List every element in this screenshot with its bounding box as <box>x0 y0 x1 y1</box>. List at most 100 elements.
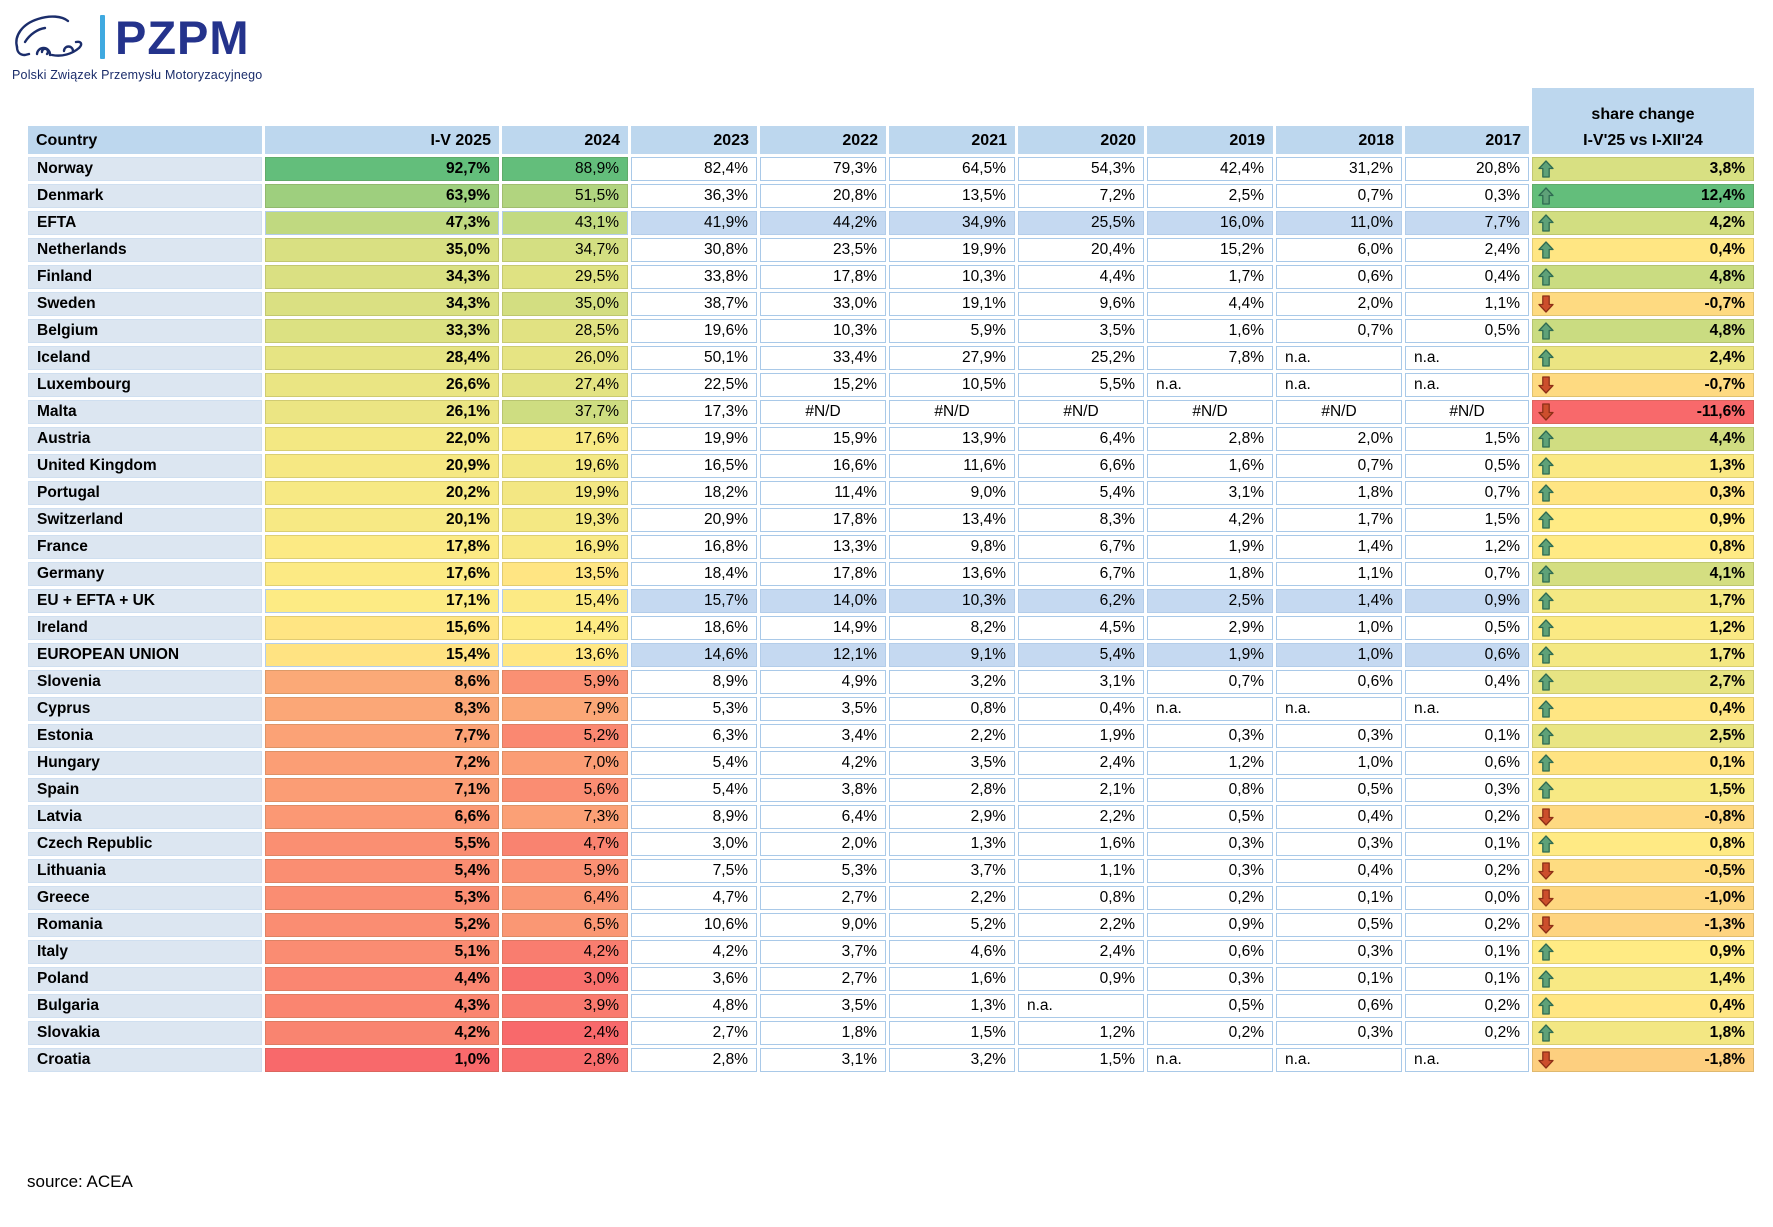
share-change-value: 4,1% <box>1709 565 1745 582</box>
share-change-cell: 0,8% <box>1532 535 1754 559</box>
value-cell: 13,5% <box>889 184 1015 208</box>
value-cell: 6,7% <box>1018 535 1144 559</box>
value-cell-iv-2025: 20,2% <box>265 481 499 505</box>
value-cell: 9,8% <box>889 535 1015 559</box>
country-cell: Ireland <box>28 616 262 640</box>
value-cell-2024: 6,5% <box>502 913 628 937</box>
value-cell: 79,3% <box>760 157 886 181</box>
value-cell: 27,9% <box>889 346 1015 370</box>
table-row: EU + EFTA + UK 17,1% 15,4% 15,7% 14,0% 10,3% 6… <box>28 589 1754 613</box>
value-cell: #N/D <box>1147 400 1273 424</box>
value-cell: 6,6% <box>1018 454 1144 478</box>
value-cell-2024: 5,9% <box>502 670 628 694</box>
value-cell: 1,2% <box>1405 535 1529 559</box>
share-change-cell: 0,3% <box>1532 481 1754 505</box>
value-cell-iv-2025: 1,0% <box>265 1048 499 1072</box>
value-cell: 12,1% <box>760 643 886 667</box>
share-change-value: 0,9% <box>1709 943 1745 960</box>
up-arrow-icon <box>1538 943 1554 961</box>
value-cell-iv-2025: 4,3% <box>265 994 499 1018</box>
value-cell-iv-2025: 17,1% <box>265 589 499 613</box>
value-cell-iv-2025: 5,2% <box>265 913 499 937</box>
table-row: Switzerland 20,1% 19,3% 20,9% 17,8% 13,4% 8,3%… <box>28 508 1754 532</box>
share-change-value: 4,8% <box>1709 322 1745 339</box>
table-row: Belgium 33,3% 28,5% 19,6% 10,3% 5,9% 3,5% 1,6% 0… <box>28 319 1754 343</box>
share-change-value: -0,8% <box>1704 808 1746 825</box>
value-cell: 16,6% <box>760 454 886 478</box>
up-arrow-icon <box>1538 1024 1554 1042</box>
share-change-cell: -0,5% <box>1532 859 1754 883</box>
value-cell: 19,9% <box>631 427 757 451</box>
share-change-cell: -11,6% <box>1532 400 1754 424</box>
share-change-cell: -0,7% <box>1532 373 1754 397</box>
value-cell: 0,5% <box>1405 616 1529 640</box>
value-cell-2024: 29,5% <box>502 265 628 289</box>
table-row: Luxembourg 26,6% 27,4% 22,5% 15,2% 10,5% 5,5% n… <box>28 373 1754 397</box>
share-change-cell: 0,9% <box>1532 940 1754 964</box>
value-cell: 1,2% <box>1147 751 1273 775</box>
value-cell: 64,5% <box>889 157 1015 181</box>
value-cell-iv-2025: 33,3% <box>265 319 499 343</box>
logo-subtitle: Polski Związek Przemysłu Motoryzacyjnego <box>12 68 263 82</box>
share-change-value: -1,8% <box>1704 1051 1746 1068</box>
value-cell-2024: 3,0% <box>502 967 628 991</box>
value-cell: 0,4% <box>1018 697 1144 721</box>
value-cell: 19,1% <box>889 292 1015 316</box>
header-row: Country I-V 2025 2024 2023 2022 2021 202… <box>28 88 1754 154</box>
value-cell-2024: 3,9% <box>502 994 628 1018</box>
country-cell: Bulgaria <box>28 994 262 1018</box>
table-row: Croatia 1,0% 2,8% 2,8% 3,1% 3,2% 1,5% n.a. n.a. n… <box>28 1048 1754 1072</box>
value-cell: n.a. <box>1276 697 1402 721</box>
value-cell-iv-2025: 7,7% <box>265 724 499 748</box>
down-arrow-icon <box>1538 916 1554 934</box>
value-cell-2024: 7,0% <box>502 751 628 775</box>
share-change-cell: -0,7% <box>1532 292 1754 316</box>
value-cell: 6,2% <box>1018 589 1144 613</box>
value-cell-iv-2025: 22,0% <box>265 427 499 451</box>
value-cell: 0,2% <box>1147 886 1273 910</box>
table-row: EUROPEAN UNION 15,4% 13,6% 14,6% 12,1% 9,1% 5,… <box>28 643 1754 667</box>
value-cell: 41,9% <box>631 211 757 235</box>
value-cell: 20,9% <box>631 508 757 532</box>
table-row: Cyprus 8,3% 7,9% 5,3% 3,5% 0,8% 0,4% n.a. n.a. n.… <box>28 697 1754 721</box>
value-cell: 3,5% <box>1018 319 1144 343</box>
value-cell: 11,4% <box>760 481 886 505</box>
share-change-cell: -1,0% <box>1532 886 1754 910</box>
value-cell: n.a. <box>1018 994 1144 1018</box>
value-cell: 0,7% <box>1276 184 1402 208</box>
country-cell: Cyprus <box>28 697 262 721</box>
value-cell: 2,9% <box>1147 616 1273 640</box>
value-cell-2024: 2,4% <box>502 1021 628 1045</box>
country-cell: Croatia <box>28 1048 262 1072</box>
value-cell-iv-2025: 26,1% <box>265 400 499 424</box>
value-cell: n.a. <box>1405 697 1529 721</box>
value-cell: 9,0% <box>760 913 886 937</box>
logo-acronym: PZPM <box>115 10 250 64</box>
column-header-2024: 2024 <box>502 88 628 154</box>
up-arrow-icon <box>1538 592 1554 610</box>
value-cell: 1,6% <box>1147 454 1273 478</box>
value-cell: 0,2% <box>1405 994 1529 1018</box>
value-cell: 0,3% <box>1147 832 1273 856</box>
value-cell: 54,3% <box>1018 157 1144 181</box>
table-row: Italy 5,1% 4,2% 4,2% 3,7% 4,6% 2,4% 0,6% 0,3% 0,1… <box>28 940 1754 964</box>
value-cell: 42,4% <box>1147 157 1273 181</box>
value-cell: 1,0% <box>1276 616 1402 640</box>
value-cell: 0,6% <box>1276 670 1402 694</box>
share-change-cell: 4,8% <box>1532 265 1754 289</box>
column-header-2018: 2018 <box>1276 88 1402 154</box>
share-change-cell: 0,4% <box>1532 697 1754 721</box>
value-cell-iv-2025: 4,2% <box>265 1021 499 1045</box>
value-cell: 0,1% <box>1405 724 1529 748</box>
value-cell: 1,0% <box>1276 643 1402 667</box>
value-cell: 0,8% <box>889 697 1015 721</box>
share-change-value: 0,1% <box>1709 754 1745 771</box>
value-cell: 1,7% <box>1276 508 1402 532</box>
table-row: Finland 34,3% 29,5% 33,8% 17,8% 10,3% 4,4% 1,7%… <box>28 265 1754 289</box>
value-cell: 2,4% <box>1018 751 1144 775</box>
value-cell-iv-2025: 6,6% <box>265 805 499 829</box>
value-cell: 0,1% <box>1405 967 1529 991</box>
value-cell: 2,2% <box>1018 913 1144 937</box>
column-header-2022: 2022 <box>760 88 886 154</box>
value-cell-2024: 5,9% <box>502 859 628 883</box>
